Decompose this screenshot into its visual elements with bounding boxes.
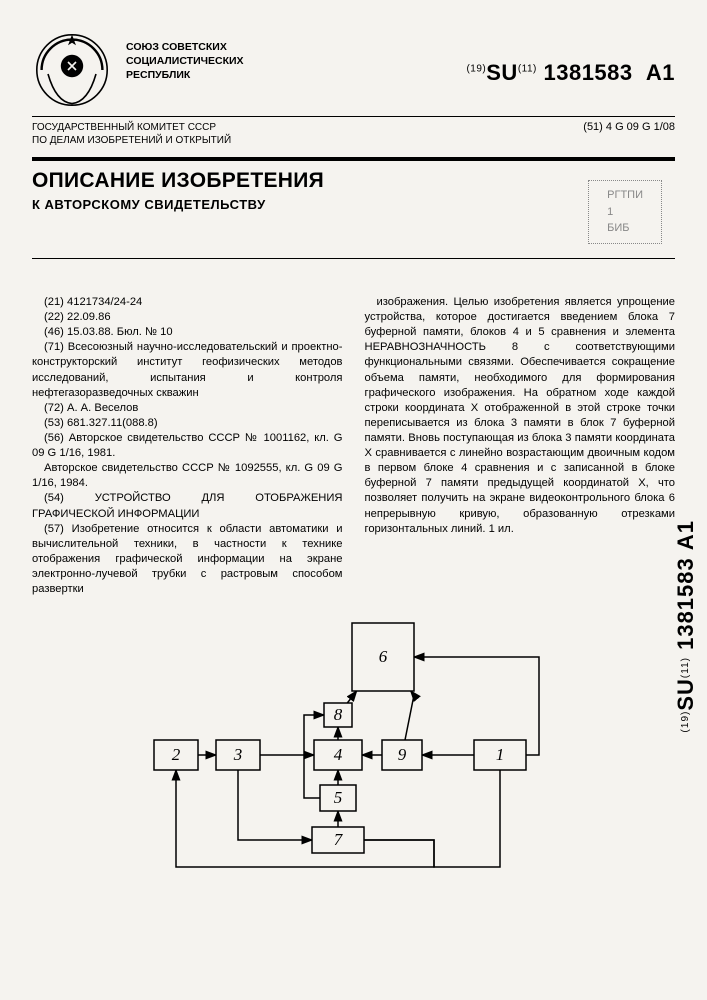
biblio-54: (54) УСТРОЙСТВО ДЛЯ ОТОБРАЖЕНИЯ ГРАФИЧЕС… [32, 491, 343, 521]
svg-text:1: 1 [495, 745, 504, 764]
union-line2: СОЦИАЛИСТИЧЕСКИХ [126, 54, 244, 68]
union-name: СОЮЗ СОВЕТСКИХ СОЦИАЛИСТИЧЕСКИХ РЕСПУБЛИ… [126, 30, 244, 83]
svg-text:2: 2 [171, 745, 180, 764]
ussr-emblem-icon [32, 30, 112, 110]
svg-text:4: 4 [333, 745, 342, 764]
union-line1: СОЮЗ СОВЕТСКИХ [126, 40, 244, 54]
union-line3: РЕСПУБЛИК [126, 68, 244, 82]
body-columns: (21) 4121734/24-24 (22) 22.09.86 (46) 15… [32, 295, 675, 597]
divider-thick [32, 157, 675, 161]
biblio-46: (46) 15.03.88. Бюл. № 10 [32, 325, 343, 340]
biblio-56b: Авторское свидетельство СССР № 1092555, … [32, 461, 343, 491]
header: СОЮЗ СОВЕТСКИХ СОЦИАЛИСТИЧЕСКИХ РЕСПУБЛИ… [32, 30, 675, 110]
page-title: ОПИСАНИЕ ИЗОБРЕТЕНИЯ [32, 169, 675, 193]
biblio-21: (21) 4121734/24-24 [32, 295, 343, 310]
biblio-71: (71) Всесоюзный научно-исследовательский… [32, 340, 343, 400]
svg-text:5: 5 [333, 788, 342, 807]
library-stamp: РГТПИ 1 БИБ [588, 180, 662, 244]
divider [32, 116, 675, 117]
ipc-code: (51) 4 G 09 G 1/08 [583, 121, 675, 147]
biblio-72: (72) А. А. Веселов [32, 401, 343, 416]
svg-text:6: 6 [378, 647, 387, 666]
svg-text:9: 9 [397, 745, 406, 764]
abstract-continued: изображения. Целью изобретения является … [365, 295, 676, 537]
right-column: изображения. Целью изобретения является … [365, 295, 676, 597]
biblio-22: (22) 22.09.86 [32, 310, 343, 325]
svg-text:3: 3 [232, 745, 242, 764]
block-diagram: 123456789 [144, 615, 564, 885]
left-column: (21) 4121734/24-24 (22) 22.09.86 (46) 15… [32, 295, 343, 597]
committee-line1: ГОСУДАРСТВЕННЫЙ КОМИТЕТ СССР [32, 121, 231, 134]
divider [32, 258, 675, 259]
biblio-56a: (56) Авторское свидетельство СССР № 1001… [32, 431, 343, 461]
biblio-53: (53) 681.327.11(088.8) [32, 416, 343, 431]
subheader: ГОСУДАРСТВЕННЫЙ КОМИТЕТ СССР ПО ДЕЛАМ ИЗ… [32, 121, 675, 147]
committee-line2: ПО ДЕЛАМ ИЗОБРЕТЕНИЙ И ОТКРЫТИЙ [32, 134, 231, 147]
publication-code: (19)SU(11) 1381583 A1 [466, 30, 675, 86]
biblio-57: (57) Изобретение относится к области авт… [32, 522, 343, 598]
page-subtitle: К АВТОРСКОМУ СВИДЕТЕЛЬСТВУ [32, 197, 675, 212]
side-publication-code: (19)SU(11) 1381583 A1 [673, 520, 699, 732]
diagram-container: 123456789 [32, 615, 675, 885]
svg-text:8: 8 [333, 705, 342, 724]
